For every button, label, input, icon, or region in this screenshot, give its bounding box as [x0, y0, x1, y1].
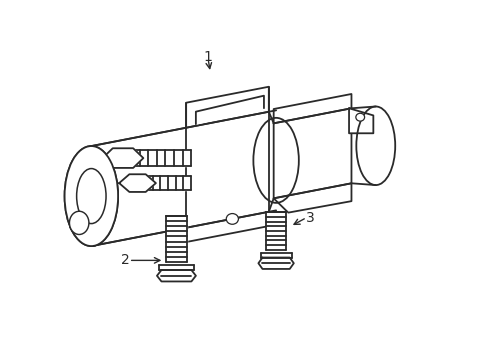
Polygon shape [273, 94, 351, 123]
Polygon shape [159, 265, 193, 270]
Polygon shape [258, 257, 293, 269]
Polygon shape [157, 270, 196, 282]
Ellipse shape [226, 213, 238, 224]
Text: 3: 3 [305, 211, 314, 225]
Ellipse shape [77, 168, 106, 224]
Polygon shape [260, 252, 291, 257]
Ellipse shape [64, 146, 118, 246]
Polygon shape [273, 183, 351, 213]
Ellipse shape [69, 211, 89, 234]
Polygon shape [119, 174, 156, 192]
Text: 2: 2 [121, 253, 129, 267]
Ellipse shape [77, 168, 106, 224]
Polygon shape [273, 108, 351, 198]
Ellipse shape [253, 118, 298, 203]
Polygon shape [102, 148, 143, 168]
Polygon shape [137, 176, 191, 190]
Polygon shape [348, 108, 372, 133]
Polygon shape [266, 212, 285, 249]
Ellipse shape [355, 113, 364, 121]
Polygon shape [165, 216, 187, 262]
Polygon shape [186, 212, 268, 242]
Polygon shape [186, 87, 268, 128]
Polygon shape [91, 111, 276, 246]
Ellipse shape [64, 146, 118, 246]
Polygon shape [122, 150, 191, 166]
Ellipse shape [356, 107, 394, 185]
Polygon shape [196, 96, 264, 124]
Text: 1: 1 [203, 50, 212, 64]
Ellipse shape [69, 211, 89, 234]
